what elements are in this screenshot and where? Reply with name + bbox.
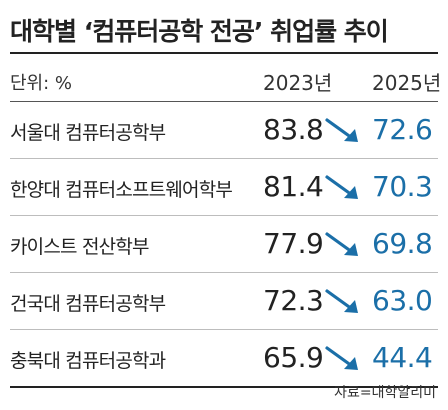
- table-header: 단위: % 2023년 2025년: [10, 65, 442, 99]
- value-2025: 70.3: [372, 170, 433, 203]
- university-label: 카이스트 전산학부: [10, 236, 149, 258]
- value-2023: 81.4: [263, 170, 324, 203]
- header-divider: [10, 101, 438, 102]
- value-2023: 83.8: [263, 113, 324, 146]
- university-label: 건국대 컴퓨터공학부: [10, 293, 166, 315]
- value-2025: 44.4: [372, 341, 433, 374]
- unit-label: 단위: %: [10, 73, 73, 94]
- table-row: 한양대 컴퓨터소프트웨어학부 81.4 70.3: [10, 159, 438, 216]
- down-right-arrow-icon: [325, 289, 358, 313]
- university-label: 서울대 컴퓨터공학부: [10, 122, 166, 144]
- down-right-arrow-icon: [325, 232, 358, 256]
- down-right-arrow-icon: [325, 175, 358, 199]
- university-label: 충북대 컴퓨터공학과: [10, 350, 166, 372]
- value-2025: 63.0: [372, 284, 433, 317]
- table-row: 카이스트 전산학부 77.9 69.8: [10, 216, 438, 273]
- down-right-arrow-icon: [325, 118, 358, 142]
- chart-title: 대학별 ‘컴퓨터공학 전공’ 취업률 추이: [10, 17, 389, 46]
- table-row: 서울대 컴퓨터공학부 83.8 72.6: [10, 102, 438, 159]
- value-2025: 72.6: [372, 113, 433, 146]
- value-2023: 65.9: [263, 341, 324, 374]
- column-header-2025: 2025년: [372, 71, 442, 95]
- value-2023: 72.3: [263, 284, 324, 317]
- column-header-2023: 2023년: [263, 71, 333, 95]
- value-2025: 69.8: [372, 227, 433, 260]
- down-right-arrow-icon: [325, 346, 358, 370]
- table-row: 충북대 컴퓨터공학과 65.9 44.4: [10, 330, 438, 388]
- university-label: 한양대 컴퓨터소프트웨어학부: [10, 179, 233, 201]
- table-body: 서울대 컴퓨터공학부 83.8 72.6 한양대 컴퓨터소프트웨어학부 81.4 70.3…: [10, 102, 438, 388]
- value-2023: 77.9: [263, 227, 324, 260]
- source-note: 자료=대학알리미: [334, 385, 436, 401]
- title-divider: [10, 52, 438, 54]
- table-row: 건국대 컴퓨터공학부 72.3 63.0: [10, 273, 438, 330]
